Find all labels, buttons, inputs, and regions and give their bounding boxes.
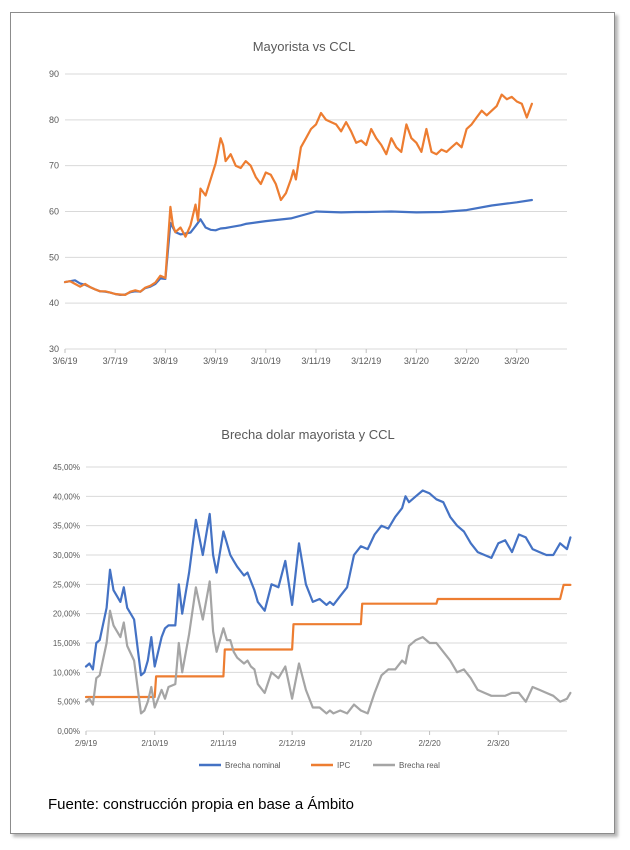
x-tick-label: 3/8/19: [153, 356, 178, 366]
y-tick-label: 70: [49, 161, 59, 171]
chart-brecha-dolar: Brecha dolar mayorista y CCL 0,00% 5,00% 1…: [53, 427, 572, 770]
y-tick-label: 10,00%: [53, 668, 80, 677]
source-caption: Fuente: construcción propia en base a Ám…: [48, 796, 355, 813]
series-line-mayorista: [63, 198, 534, 296]
y-tick-label: 35,00%: [53, 522, 80, 531]
y-tick-label: 80: [49, 115, 59, 125]
x-tick-label: 3/7/19: [103, 356, 128, 366]
chart1-title: Mayorista vs CCL: [253, 39, 356, 54]
legend-label-real: Brecha real: [399, 761, 440, 770]
y-tick-label: 5,00%: [57, 698, 80, 707]
x-tick-label: 2/12/19: [279, 739, 306, 748]
x-tick-label: 2/2/20: [418, 739, 441, 748]
figure-frame: Mayorista vs CCL 30 40 50 60 70 80 90 3/6/19 3/7…: [10, 12, 615, 834]
x-tick-label: 2/9/19: [75, 739, 98, 748]
x-tick-label: 3/2/20: [454, 356, 479, 366]
series-line-ipc: [84, 583, 572, 699]
y-tick-label: 45,00%: [53, 463, 80, 472]
y-tick-label: 30,00%: [53, 551, 80, 560]
y-tick-label: 25,00%: [53, 580, 80, 589]
x-tick-label: 3/3/20: [504, 356, 529, 366]
y-tick-label: 50: [49, 252, 59, 262]
y-tick-label: 15,00%: [53, 639, 80, 648]
x-tick-label: 3/10/19: [251, 356, 281, 366]
y-tick-label: 40,00%: [53, 492, 80, 501]
x-tick-label: 2/10/19: [141, 739, 168, 748]
chart2-title: Brecha dolar mayorista y CCL: [221, 427, 394, 442]
x-tick-label: 3/11/19: [301, 356, 330, 366]
series-line-nominal: [84, 489, 572, 677]
x-tick-label: 2/3/20: [487, 739, 510, 748]
legend-label-ipc: IPC: [337, 761, 351, 770]
x-tick-label: 2/11/19: [210, 739, 237, 748]
legend-label-nominal: Brecha nominal: [225, 761, 281, 770]
x-tick-label: 2/1/20: [350, 739, 373, 748]
y-tick-label: 20,00%: [53, 610, 80, 619]
x-tick-label: 3/9/19: [203, 356, 228, 366]
y-tick-label: 60: [49, 207, 59, 217]
chart-mayorista-vs-ccl: Mayorista vs CCL 30 40 50 60 70 80 90 3/6/19 3/7…: [49, 39, 567, 366]
series-line-ccl: [63, 93, 534, 296]
x-tick-label: 3/12/19: [351, 356, 381, 366]
y-tick-label: 40: [49, 298, 59, 308]
x-tick-label: 3/6/19: [52, 356, 77, 366]
series-line-real: [84, 580, 572, 715]
y-tick-label: 30: [49, 344, 59, 354]
x-tick-label: 3/1/20: [404, 356, 429, 366]
y-tick-label: 90: [49, 69, 59, 79]
y-tick-label: 0,00%: [57, 727, 80, 736]
